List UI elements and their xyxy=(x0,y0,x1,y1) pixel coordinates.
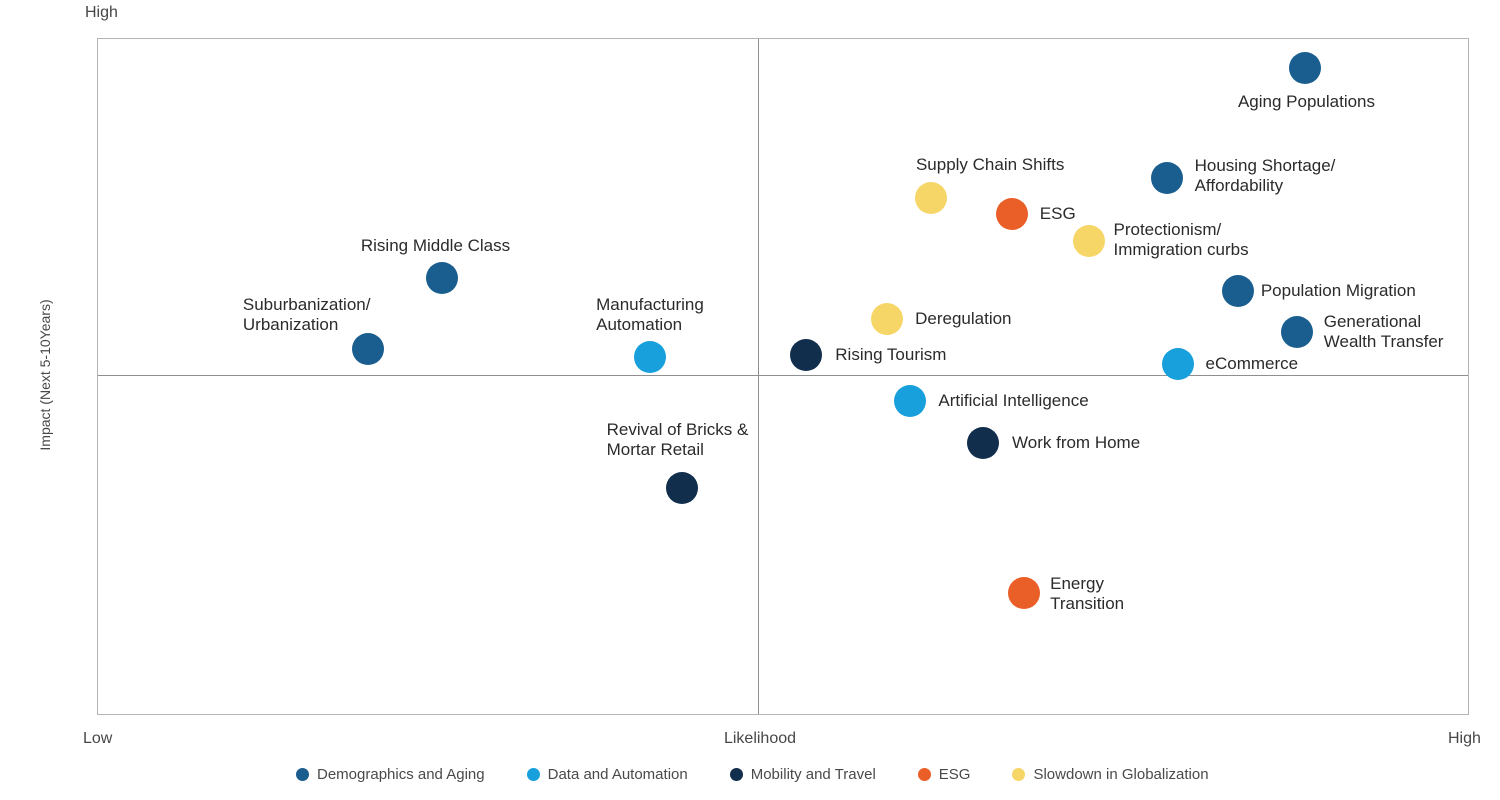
data-point-deregulation xyxy=(871,303,904,336)
data-point-protectionism-immigration-curbs xyxy=(1072,224,1105,257)
point-label-supply-chain-shifts: Supply Chain Shifts xyxy=(915,155,1065,175)
point-label-suburbanization-urbanization: Suburbanization/ Urbanization xyxy=(242,294,371,334)
data-point-artificial-intelligence xyxy=(894,384,927,417)
x-axis-label: Likelihood xyxy=(723,730,797,747)
data-point-housing-shortage-affordability xyxy=(1150,162,1183,195)
quadrant-divider-horizontal xyxy=(98,375,1468,377)
point-label-rising-tourism: Rising Tourism xyxy=(835,344,947,364)
data-point-revival-of-bricks-mortar-retail xyxy=(665,471,698,504)
point-label-rising-middle-class: Rising Middle Class xyxy=(360,235,511,255)
data-point-population-migration xyxy=(1221,274,1254,307)
data-point-manufacturing-automation xyxy=(634,340,667,373)
point-label-esg: ESG xyxy=(1039,203,1076,223)
point-label-artificial-intelligence: Artificial Intelligence xyxy=(938,390,1089,410)
data-point-supply-chain-shifts xyxy=(914,182,947,215)
point-label-deregulation: Deregulation xyxy=(915,309,1012,329)
data-point-aging-populations xyxy=(1288,52,1321,85)
legend: Demographics and Aging Data and Automatio… xyxy=(296,766,1209,783)
plot-area: Aging Populations Housing Shortage/ Affor… xyxy=(97,38,1469,715)
legend-label-data_automation: Data and Automation xyxy=(547,766,688,783)
point-label-housing-shortage-affordability: Housing Shortage/ Affordability xyxy=(1194,156,1336,196)
legend-item-demographics-and-aging: Demographics and Aging xyxy=(296,766,485,783)
legend-swatch-esg xyxy=(917,768,931,781)
y-axis-high-label: High xyxy=(85,4,118,21)
point-label-energy-transition: Energy Transition xyxy=(1050,574,1125,614)
point-label-work-from-home: Work from Home xyxy=(1012,433,1141,453)
quadrant-divider-vertical xyxy=(758,39,760,714)
legend-swatch-globalization xyxy=(1012,768,1026,781)
legend-label-mobility: Mobility and Travel xyxy=(750,766,876,783)
legend-item-mobility-and-travel: Mobility and Travel xyxy=(729,766,876,783)
legend-label-esg: ESG xyxy=(938,766,971,783)
data-point-ecommerce xyxy=(1161,347,1194,380)
legend-swatch-data_automation xyxy=(526,768,540,781)
data-point-work-from-home xyxy=(967,427,1000,460)
data-point-rising-tourism xyxy=(790,338,823,371)
data-point-generational-wealth-transfer xyxy=(1280,315,1313,348)
legend-label-globalization: Slowdown in Globalization xyxy=(1033,766,1209,783)
legend-swatch-mobility xyxy=(729,768,743,781)
legend-item-slowdown-in-globalization: Slowdown in Globalization xyxy=(1012,766,1209,783)
y-axis-label: Impact (Next 5-10Years) xyxy=(37,299,53,451)
legend-item-esg: ESG xyxy=(917,766,971,783)
point-label-population-migration: Population Migration xyxy=(1260,280,1416,300)
legend-swatch-demographics xyxy=(296,768,309,781)
legend-item-data-and-automation: Data and Automation xyxy=(526,766,688,783)
point-label-revival-of-bricks-mortar-retail: Revival of Bricks & Mortar Retail xyxy=(606,419,749,459)
data-point-rising-middle-class xyxy=(425,261,458,294)
point-label-ecommerce: eCommerce xyxy=(1205,353,1299,373)
x-axis-high-label: High xyxy=(1448,730,1481,747)
data-point-suburbanization-urbanization xyxy=(351,332,384,365)
data-point-energy-transition xyxy=(1008,577,1041,610)
point-label-manufacturing-automation: Manufacturing Automation xyxy=(596,294,704,334)
x-axis-low-label: Low xyxy=(83,730,113,747)
point-label-protectionism-immigration-curbs: Protectionism/ Immigration curbs xyxy=(1113,219,1249,259)
legend-label-demographics: Demographics and Aging xyxy=(317,766,485,783)
point-label-aging-populations: Aging Populations xyxy=(1237,92,1376,112)
data-point-esg xyxy=(995,197,1028,230)
point-label-generational-wealth-transfer: Generational Wealth Transfer xyxy=(1323,311,1444,351)
